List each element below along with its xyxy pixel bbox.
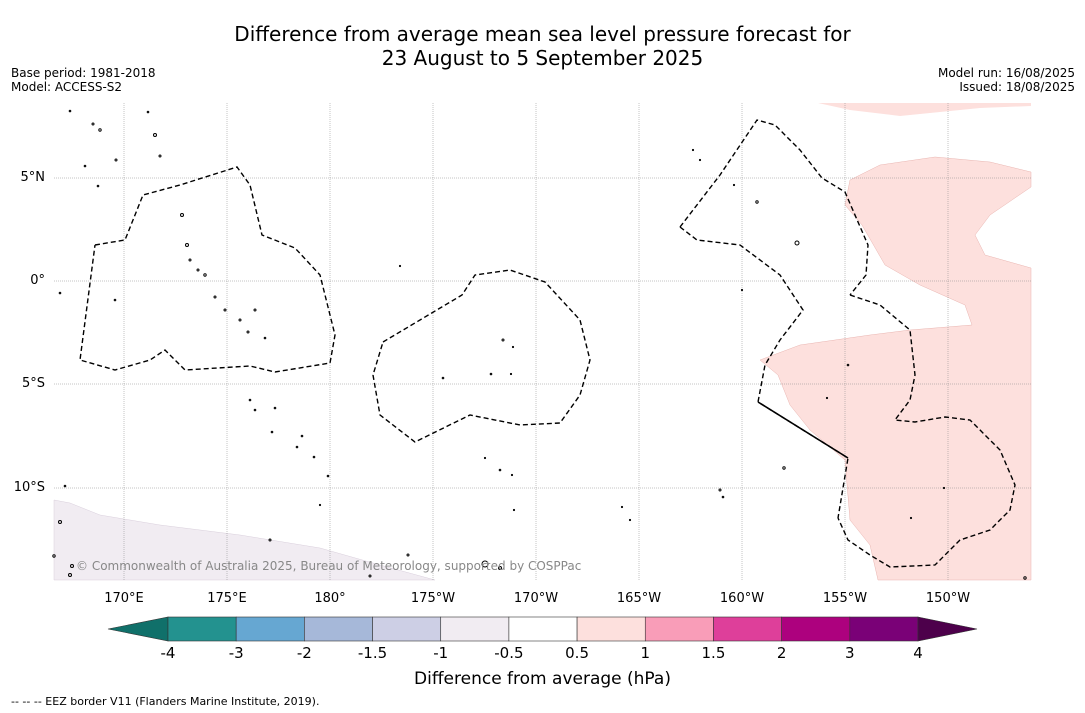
base-period: Base period: 1981-2018 (11, 66, 156, 80)
title-line-1: Difference from average mean sea level p… (234, 22, 851, 46)
lat-label-0: 0° (30, 273, 45, 288)
colorbar-tick-label: 2 (776, 644, 787, 662)
lon-label-150w: 150°W (925, 591, 971, 606)
positive-anomaly-top (818, 103, 1031, 116)
colorbar-segment (372, 616, 442, 642)
meta-right: Model run: 16/08/2025 Issued: 18/08/2025 (938, 66, 1075, 94)
lat-label-5n: 5°N (20, 170, 46, 185)
eez-kiribati-gilbert (79, 166, 336, 373)
colorbar-segment (304, 616, 373, 642)
colorbar-segment (508, 616, 578, 642)
colorbar-tick-label: 1 (640, 644, 651, 662)
colorbar-segment (440, 616, 510, 642)
colorbar-segment (849, 616, 919, 642)
eez-kiribati-line (679, 119, 1016, 568)
issued-date: Issued: 18/08/2025 (959, 80, 1075, 94)
lon-label-170e: 170°E (104, 591, 144, 606)
colorbar-tick-label: 1.5 (701, 644, 726, 662)
model-name: Model: ACCESS-S2 (11, 80, 123, 94)
meta-left: Base period: 1981-2018 Model: ACCESS-S2 (11, 66, 156, 94)
colorbar-extend-high (917, 616, 978, 642)
colorbar-tick-label: 4 (913, 644, 923, 662)
lat-label-10s: 10°S (13, 480, 45, 495)
colorbar-extend-low (107, 616, 169, 642)
negative-anomaly-southwest (53, 499, 436, 581)
lon-label-170w: 170°W (513, 591, 559, 606)
lon-label-160w: 160°W (719, 591, 765, 606)
lat-label-5s: 5°S (21, 376, 45, 391)
colorbar-tick-label: -2 (296, 644, 312, 662)
eez-footnote: -- -- -- EEZ border V11 (Flanders Marine… (11, 695, 320, 708)
lon-label-175w: 175°W (410, 591, 456, 606)
lon-label-180: 180° (314, 591, 346, 606)
colorbar-segment (781, 616, 851, 642)
lon-label-175e: 175°E (207, 591, 247, 606)
title-line-2: 23 August to 5 September 2025 (381, 46, 704, 70)
colorbar-segment (713, 616, 782, 642)
eez-solid-segment (757, 401, 849, 459)
colorbar-tick-label: -1 (433, 644, 449, 662)
colorbar-tick-label: 0.5 (565, 644, 589, 662)
colorbar-tick-label: 3 (845, 644, 855, 662)
colorbar-tick-label: -1.5 (357, 644, 388, 662)
colorbar-segment (576, 616, 646, 642)
lon-label-165w: 165°W (616, 591, 662, 606)
lon-label-155w: 155°W (822, 591, 868, 606)
colorbar-segment (167, 616, 237, 642)
eez-kiribati-phoenix (372, 269, 591, 443)
colorbar-tick-label: -0.5 (494, 644, 524, 662)
colorbar (107, 616, 978, 642)
map-title: Difference from average mean sea level p… (0, 22, 1085, 70)
colorbar-segment (644, 616, 714, 642)
positive-anomaly-east (759, 156, 1032, 581)
copyright-notice: © Commonwealth of Australia 2025, Bureau… (76, 559, 582, 573)
model-run: Model run: 16/08/2025 (937, 66, 1075, 80)
colorbar-title: Difference from average (hPa) (414, 669, 671, 689)
colorbar-tick-label: -4 (160, 644, 176, 662)
colorbar-segment (235, 616, 305, 642)
colorbar-tick-label: -3 (228, 644, 244, 662)
islands (52, 109, 1027, 580)
